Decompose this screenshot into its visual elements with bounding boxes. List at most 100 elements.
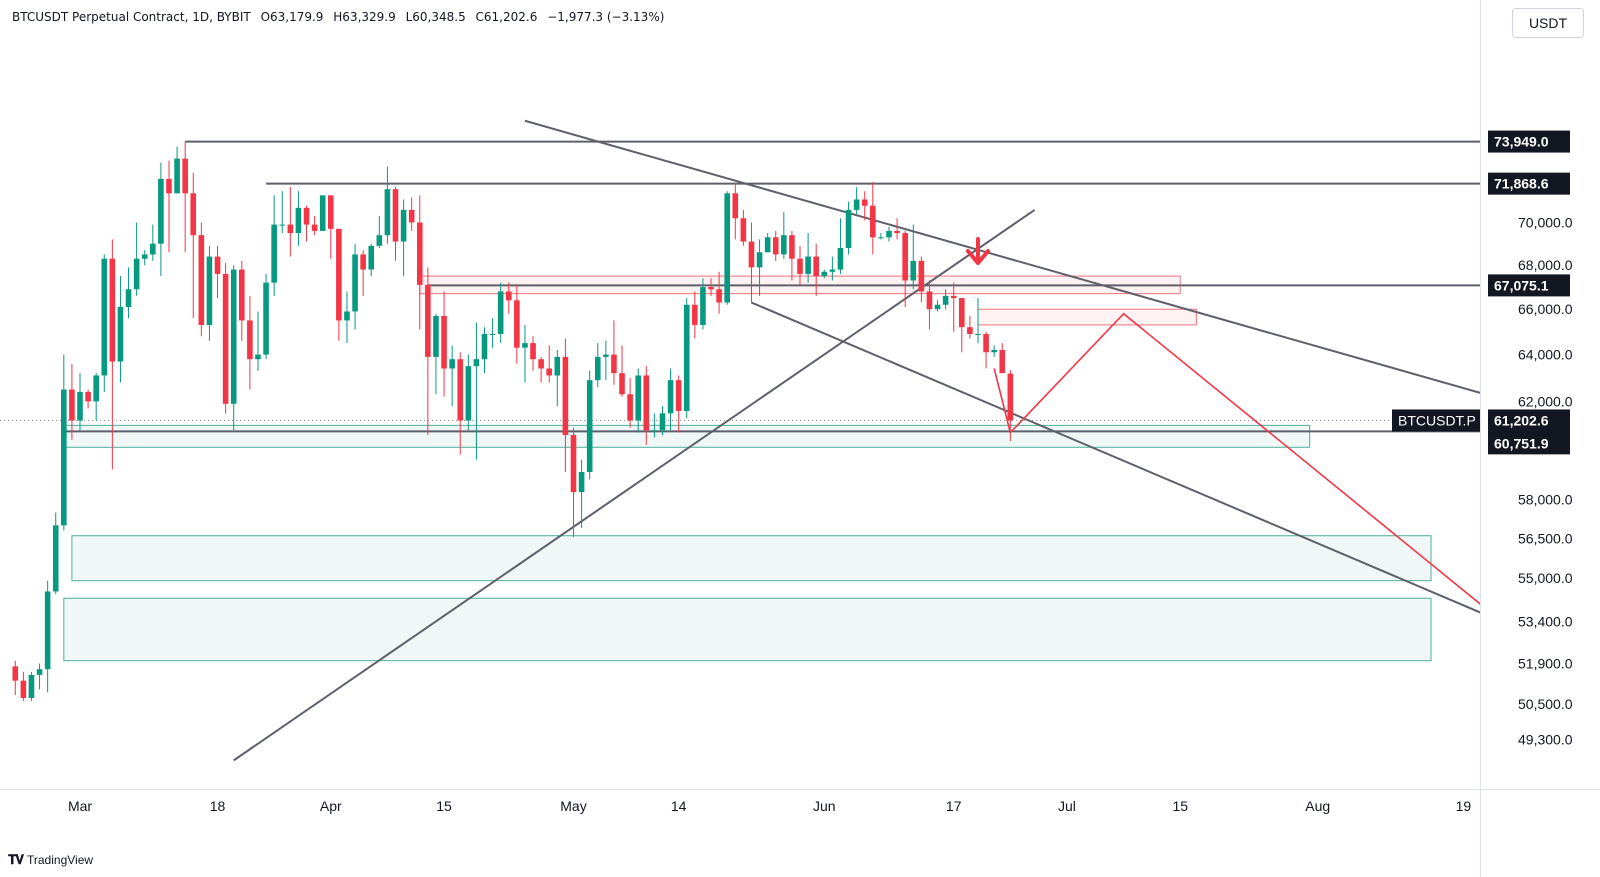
time-tick-label: Jun bbox=[813, 798, 836, 814]
candle bbox=[239, 260, 245, 341]
candle bbox=[651, 413, 658, 438]
candle bbox=[473, 322, 480, 460]
candle bbox=[101, 254, 108, 392]
candle bbox=[837, 218, 844, 274]
candle bbox=[255, 311, 261, 371]
candle bbox=[352, 243, 358, 330]
candle bbox=[724, 191, 730, 305]
candle bbox=[983, 331, 989, 369]
price-level-label: 61,202.6 bbox=[1494, 412, 1549, 428]
projection-arrowhead bbox=[1506, 617, 1512, 630]
candle bbox=[12, 660, 19, 696]
price-label-box bbox=[1488, 432, 1570, 455]
candle bbox=[894, 218, 900, 240]
price-tick-label: 66,000.0 bbox=[1518, 301, 1573, 317]
candle bbox=[692, 291, 698, 339]
demand-zone bbox=[71, 535, 1432, 582]
candle bbox=[683, 298, 690, 419]
candle bbox=[781, 211, 787, 259]
trendline bbox=[524, 119, 1480, 394]
candle bbox=[918, 256, 925, 303]
candle bbox=[886, 226, 892, 242]
candle bbox=[433, 313, 439, 395]
candle bbox=[578, 459, 585, 528]
candle bbox=[950, 282, 957, 332]
candle bbox=[384, 166, 391, 244]
time-tick-label: 14 bbox=[671, 798, 687, 814]
candle bbox=[772, 230, 779, 261]
price-level-label: 67,075.1 bbox=[1494, 277, 1549, 293]
time-tick-label: 18 bbox=[210, 798, 226, 814]
candle bbox=[174, 146, 180, 194]
candle bbox=[497, 282, 504, 344]
candle bbox=[716, 271, 722, 314]
time-tick-label: Apr bbox=[320, 798, 342, 814]
candle bbox=[902, 230, 908, 307]
price-tick-label: 64,000.0 bbox=[1518, 347, 1573, 363]
candle bbox=[230, 265, 237, 431]
candle bbox=[133, 222, 140, 296]
candle bbox=[530, 336, 536, 371]
candle bbox=[821, 269, 828, 279]
time-tick-label: Jul bbox=[1058, 798, 1076, 814]
candle bbox=[489, 318, 496, 348]
candle bbox=[77, 373, 83, 431]
ohlc-open: O63,179.9 bbox=[260, 10, 324, 24]
symbol-header: BTCUSDT Perpetual Contract, 1D, BYBIT O6… bbox=[12, 10, 670, 24]
candle bbox=[190, 172, 197, 319]
candle bbox=[336, 228, 342, 341]
ohlc-change: −1,977.3 (−3.13%) bbox=[547, 10, 665, 24]
price-tick-label: 51,900.0 bbox=[1518, 656, 1573, 672]
candle bbox=[514, 284, 520, 364]
candle bbox=[959, 298, 965, 353]
price-level-label: 60,751.9 bbox=[1494, 435, 1549, 451]
candle bbox=[182, 141, 188, 253]
candle bbox=[942, 289, 949, 310]
candle bbox=[222, 263, 229, 414]
tradingview-logo[interactable]: 𝐓𝐕 TradingView bbox=[8, 852, 93, 868]
candle bbox=[344, 291, 350, 344]
candle bbox=[166, 160, 172, 253]
candle bbox=[425, 267, 431, 436]
candle bbox=[44, 580, 51, 693]
demand-zone bbox=[63, 424, 1311, 448]
tradingview-logo-icon: 𝐓𝐕 bbox=[8, 852, 24, 867]
candle bbox=[748, 222, 755, 303]
candle bbox=[247, 295, 253, 390]
candle bbox=[457, 352, 464, 455]
price-tick-label: 50,500.0 bbox=[1518, 696, 1573, 712]
candle bbox=[764, 233, 771, 253]
candle bbox=[659, 406, 666, 436]
candle bbox=[789, 230, 795, 281]
price-tick-label: 58,000.0 bbox=[1518, 492, 1573, 508]
ohlc-high: H63,329.9 bbox=[333, 10, 396, 24]
candle bbox=[311, 216, 318, 236]
candle bbox=[829, 256, 836, 281]
tradingview-brand-text: TradingView bbox=[27, 853, 94, 867]
candle bbox=[700, 278, 706, 330]
candle bbox=[198, 222, 205, 337]
candle bbox=[28, 672, 35, 701]
candle bbox=[85, 389, 91, 409]
currency-button[interactable]: USDT bbox=[1512, 8, 1584, 38]
candle bbox=[400, 199, 407, 277]
candle bbox=[546, 345, 553, 383]
candle bbox=[376, 216, 383, 248]
candle bbox=[214, 245, 221, 299]
time-tick-label: 19 bbox=[1456, 798, 1472, 814]
symbol-name[interactable]: BTCUSDT Perpetual Contract, 1D, BYBIT bbox=[12, 10, 251, 24]
price-label-box bbox=[1488, 409, 1570, 432]
price-tick-label: 53,400.0 bbox=[1518, 614, 1573, 630]
candle bbox=[368, 243, 375, 277]
candle bbox=[708, 278, 714, 296]
signal-down-arrow-icon bbox=[965, 237, 990, 266]
candle bbox=[61, 354, 67, 531]
price-tick-label: 49,300.0 bbox=[1518, 731, 1573, 747]
last-price-symbol-text: BTCUSDT.P bbox=[1398, 412, 1476, 428]
candle bbox=[910, 224, 917, 290]
projection-lead-in bbox=[993, 368, 1012, 433]
time-tick-label: 17 bbox=[946, 798, 962, 814]
candle bbox=[586, 370, 593, 480]
